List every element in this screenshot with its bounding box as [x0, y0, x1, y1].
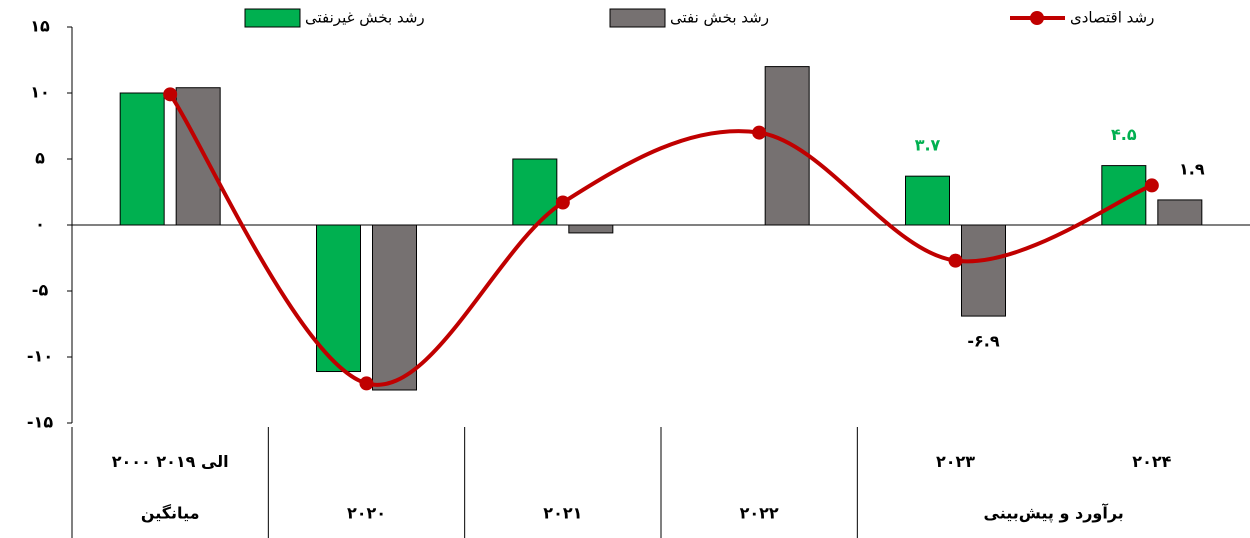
legend-swatch	[609, 8, 666, 28]
bar	[175, 87, 221, 226]
y-tick-label: ۱۵	[30, 17, 50, 36]
bar	[961, 224, 1006, 317]
group-label: برآورد و پیش‌بینی	[984, 503, 1124, 524]
line-point	[752, 125, 767, 140]
bar	[316, 224, 361, 373]
y-tick-label: ۰	[35, 215, 45, 234]
data-label: -۶.۹	[967, 332, 999, 351]
bar	[905, 175, 950, 226]
data-label: ۳.۷	[915, 136, 941, 155]
x-tick-label: ۲۰۲۳	[936, 452, 975, 471]
bar	[568, 224, 614, 234]
bar	[1101, 165, 1147, 226]
x-tick-label: ۲۰۲۴	[1132, 452, 1171, 471]
y-tick-label: ۵	[35, 149, 45, 168]
x-tick-label: ۲۰۲۲	[740, 504, 779, 523]
legend-label: رشد بخش غیرنفتی	[305, 9, 425, 27]
data-label: ۴.۵	[1111, 125, 1137, 144]
bar	[119, 92, 165, 226]
bar	[512, 158, 558, 226]
y-tick-label: ۱۰	[30, 83, 50, 102]
line-point	[359, 376, 374, 391]
x-tick-label: ۲۰۲۰	[347, 504, 386, 523]
legend-label: رشد اقتصادی	[1070, 9, 1154, 27]
bar	[1157, 199, 1203, 226]
x-tick-label: ۲۰۲۱	[543, 504, 582, 523]
bar	[764, 66, 810, 226]
y-tick-label: -۵	[32, 281, 49, 300]
x-tick-label: ۲۰۰۰ الی ۲۰۱۹	[112, 452, 229, 471]
line-point	[1144, 178, 1159, 193]
group-label: میانگین	[141, 504, 200, 523]
legend-swatch	[1030, 11, 1044, 25]
legend-swatch	[244, 8, 301, 28]
data-label: ۱.۹	[1179, 159, 1205, 178]
line-point	[555, 195, 570, 210]
bar	[372, 224, 417, 391]
line-point	[948, 253, 963, 268]
legend-label: رشد بخش نفتی	[670, 9, 769, 27]
y-tick-label: -۱۰	[27, 347, 53, 366]
line-point	[163, 87, 178, 102]
y-tick-label: -۱۵	[27, 413, 53, 432]
